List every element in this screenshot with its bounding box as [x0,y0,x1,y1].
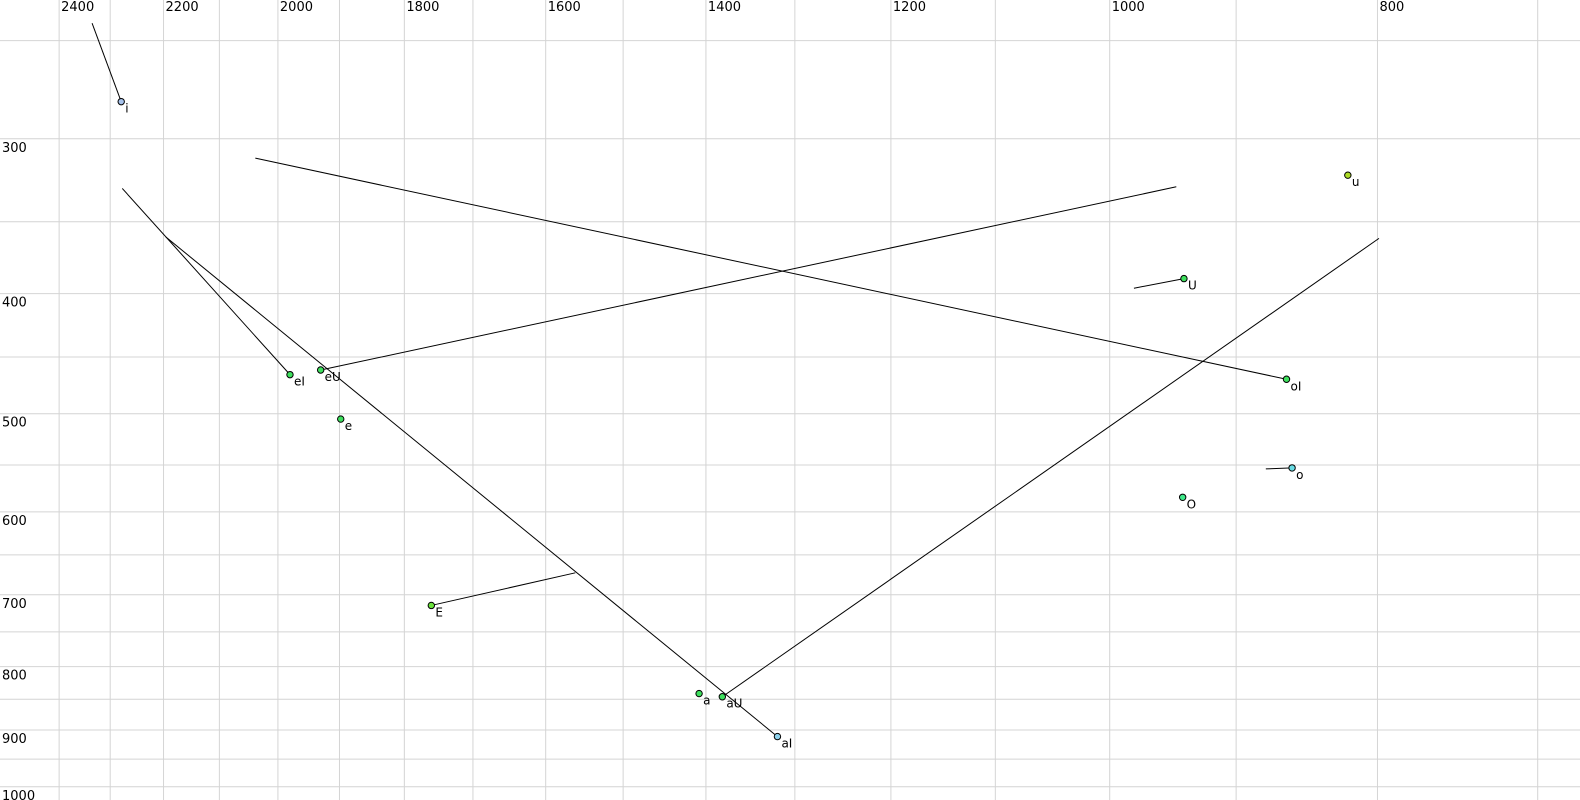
point-aU [718,693,727,701]
point-label-e: e [345,419,352,433]
glide-line-oI [255,157,1287,380]
x-tick-label-800: 800 [1379,0,1404,15]
y-tick-label-1000: 1000 [2,789,35,800]
point-label-U: U [1188,279,1197,293]
point-e [337,415,345,423]
point-label-eI: eI [294,375,305,389]
y-tick-label-700: 700 [2,597,27,612]
point-label-O: O [1187,497,1196,511]
x-tick-label-2400: 2400 [61,0,94,15]
y-tick-label-800: 800 [2,669,27,684]
glide-line-aU [722,237,1380,698]
point-label-o: o [1296,468,1303,482]
point-label-E: E [435,605,443,619]
point-eU [316,366,325,374]
x-tick-label-1800: 1800 [406,0,439,15]
glide-line-eU [320,186,1177,371]
point-oI [1282,375,1291,383]
point-a [695,689,703,698]
point-eI [286,370,294,379]
point-U [1180,274,1188,283]
point-label-aU: aU [726,697,742,711]
point-O [1178,493,1187,501]
glide-line-o [1265,467,1293,470]
y-tick-label-400: 400 [2,296,27,311]
x-tick-label-1200: 1200 [893,0,926,15]
point-label-aI: aI [781,737,792,751]
point-o [1288,464,1296,472]
point-label-i: i [125,102,128,116]
y-tick-label-300: 300 [2,141,27,156]
x-tick-label-1000: 1000 [1112,0,1145,15]
point-u [1344,171,1352,179]
point-E [427,601,436,610]
glide-line-aI [165,236,778,737]
x-tick-label-1600: 1600 [548,0,581,15]
x-tick-label-1400: 1400 [708,0,741,15]
point-aI [773,732,782,741]
point-label-a: a [703,694,710,708]
y-tick-label-600: 600 [2,514,27,529]
point-label-eU: eU [325,370,341,384]
glide-line-i [91,22,122,102]
x-tick-label-2200: 2200 [166,0,199,15]
x-tick-label-2000: 2000 [280,0,313,15]
glide-line-eI [121,188,291,375]
glide-line-U [1133,278,1185,289]
point-label-u: u [1352,175,1360,189]
y-tick-label-500: 500 [2,416,27,431]
glide-line-E [431,572,576,606]
y-tick-label-900: 900 [2,732,27,747]
point-label-oI: oI [1291,379,1302,393]
point-i [117,97,125,106]
